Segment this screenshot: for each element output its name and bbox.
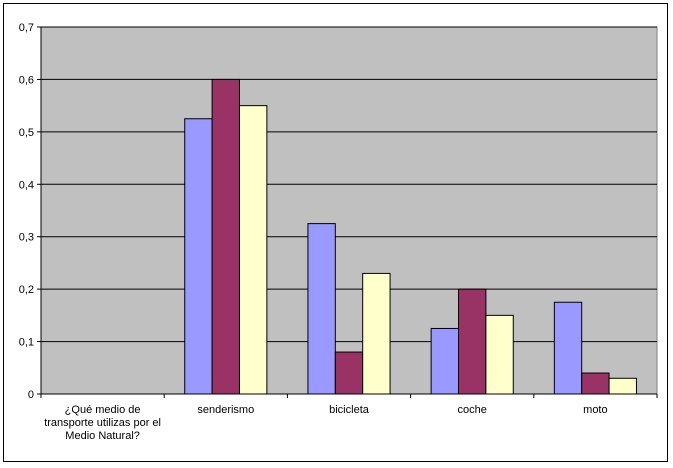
bar — [211, 78, 240, 395]
y-tick-label: 0,2 — [19, 284, 34, 296]
bar — [608, 377, 637, 395]
bar — [362, 272, 391, 395]
y-tick-label: 0,1 — [19, 337, 34, 349]
x-tick-label: ¿Qué medio de transporte utilizas por el M… — [44, 404, 161, 442]
x-tick-label-line: transporte utilizas por el — [44, 417, 161, 429]
x-tick-label-line: bicicleta — [329, 404, 370, 416]
bar — [238, 105, 268, 395]
x-tick-label-line: moto — [583, 404, 607, 416]
x-tick-label-line: coche — [458, 404, 487, 416]
y-tick-label: 0,3 — [19, 232, 34, 244]
bar — [458, 288, 487, 395]
x-tick-label: senderismo — [197, 404, 254, 416]
y-tick-label: 0,4 — [19, 179, 34, 191]
x-tick-label: bicicleta — [329, 404, 370, 416]
bar — [485, 314, 514, 395]
bar — [184, 118, 213, 395]
y-tick-label: 0,6 — [19, 74, 34, 86]
x-tick-labels: ¿Qué medio de transporte utilizas por el M… — [44, 404, 607, 442]
y-tick-label: 0 — [28, 389, 34, 401]
x-tick-label: moto — [583, 404, 607, 416]
x-tick-label-line: Medio Natural? — [65, 430, 140, 442]
bar — [581, 372, 610, 395]
y-tick-label: 0,5 — [19, 127, 34, 139]
x-tick-label-line: senderismo — [197, 404, 254, 416]
bar — [334, 351, 364, 395]
gridlines — [41, 26, 657, 343]
bar — [553, 301, 583, 395]
bar — [307, 223, 336, 395]
y-tick-label: 0,7 — [19, 22, 34, 34]
axes — [37, 26, 658, 398]
y-tick-labels: 0 0,1 0,2 0,3 0,4 0,5 0,6 0,7 — [19, 22, 34, 401]
x-tick-label: coche — [458, 404, 487, 416]
x-tick-label-line: ¿Qué medio de — [65, 404, 141, 416]
bar — [430, 327, 460, 395]
bars — [184, 78, 637, 395]
